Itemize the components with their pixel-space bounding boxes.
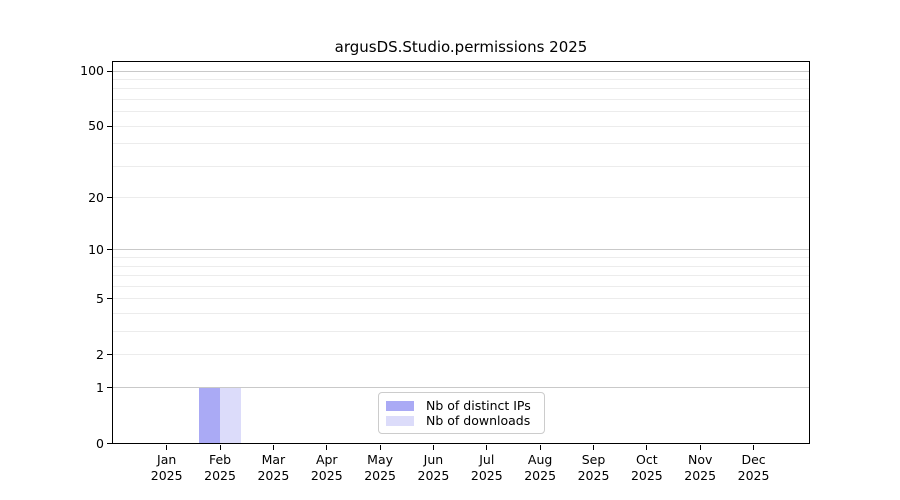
gridline-minor	[112, 197, 810, 199]
chart-title: argusDS.Studio.permissions 2025	[334, 38, 588, 56]
y-tick-mark	[107, 387, 112, 389]
x-tick-label-mar: Mar 2025	[257, 452, 290, 483]
legend-entry: Nb of distinct IPs	[386, 398, 536, 413]
x-tick-mark	[326, 444, 328, 450]
y-tick-mark	[107, 354, 112, 356]
x-tick-mark	[646, 444, 648, 450]
gridline-minor	[112, 143, 810, 145]
x-tick-mark	[753, 444, 755, 450]
x-tick-label-jul: Jul 2025	[470, 452, 503, 483]
y-tick-label: 5	[96, 290, 104, 306]
y-tick-mark	[107, 70, 112, 72]
x-tick-label-feb: Feb 2025	[204, 452, 236, 483]
y-tick-label: 1	[96, 379, 104, 395]
legend-label: Nb of downloads	[426, 413, 531, 428]
plot-frame	[112, 61, 810, 444]
gridline-major	[112, 249, 810, 251]
gridline-minor	[112, 88, 810, 90]
x-tick-label-dec: Dec 2025	[737, 452, 770, 483]
x-tick-mark	[379, 444, 381, 450]
x-tick-mark	[432, 444, 434, 450]
gridline-minor	[112, 354, 810, 356]
gridline-minor	[112, 98, 810, 100]
gridline-minor	[112, 285, 810, 287]
x-tick-label-sep: Sep 2025	[577, 452, 610, 483]
x-tick-label-aug: Aug 2025	[524, 452, 557, 483]
x-tick-mark	[486, 444, 488, 450]
legend-label: Nb of distinct IPs	[426, 398, 531, 413]
y-tick-label: 20	[88, 189, 104, 205]
x-tick-label-may: May 2025	[364, 452, 396, 483]
legend-swatch-icon	[386, 400, 414, 411]
y-tick-mark	[107, 298, 112, 300]
gridline-minor	[112, 313, 810, 315]
gridline-minor	[112, 331, 810, 333]
x-tick-mark	[166, 444, 168, 450]
y-tick-mark	[107, 197, 112, 199]
bar-nb-of-distinct-ips-feb	[198, 387, 221, 444]
x-tick-mark	[699, 444, 701, 450]
x-tick-label-nov: Nov 2025	[684, 452, 717, 483]
x-tick-label-oct: Oct 2025	[630, 452, 663, 483]
legend: Nb of distinct IPs Nb of downloads	[378, 392, 545, 434]
bar-nb-of-downloads-feb	[220, 387, 242, 444]
gridline-minor	[112, 165, 810, 167]
legend-entry: Nb of downloads	[386, 413, 536, 428]
y-tick-label: 10	[88, 241, 104, 257]
x-tick-mark	[272, 444, 274, 450]
y-tick-label: 100	[80, 63, 104, 78]
gridline-major	[112, 70, 810, 72]
gridline-minor	[112, 275, 810, 277]
x-tick-mark	[219, 444, 221, 450]
y-tick-mark	[107, 443, 112, 444]
gridline-minor	[112, 111, 810, 113]
y-tick-label: 0	[96, 435, 104, 451]
y-tick-label: 2	[96, 346, 104, 362]
x-tick-label-apr: Apr 2025	[310, 452, 343, 483]
gridline-minor	[112, 125, 810, 127]
x-tick-label-jun: Jun 2025	[417, 452, 450, 483]
x-tick-label-jan: Jan 2025	[150, 452, 183, 483]
y-tick-mark	[107, 125, 112, 127]
x-tick-mark	[539, 444, 541, 450]
y-tick-mark	[107, 249, 112, 251]
gridline-minor	[112, 265, 810, 267]
x-tick-mark	[593, 444, 594, 450]
legend-swatch-icon	[386, 415, 414, 426]
gridline-minor	[112, 298, 810, 300]
gridline-minor	[112, 257, 810, 259]
y-tick-label: 50	[88, 118, 104, 134]
gridline-minor	[112, 78, 810, 80]
